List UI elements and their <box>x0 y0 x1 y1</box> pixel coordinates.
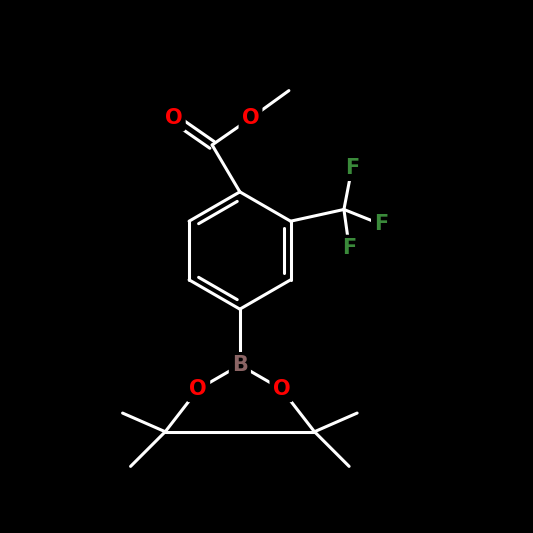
Text: O: O <box>241 108 260 128</box>
Text: O: O <box>272 379 290 399</box>
Text: F: F <box>342 238 357 258</box>
Text: B: B <box>232 355 248 375</box>
Text: F: F <box>345 158 359 178</box>
Text: F: F <box>374 214 389 235</box>
Text: O: O <box>165 108 183 128</box>
Text: O: O <box>189 379 207 399</box>
